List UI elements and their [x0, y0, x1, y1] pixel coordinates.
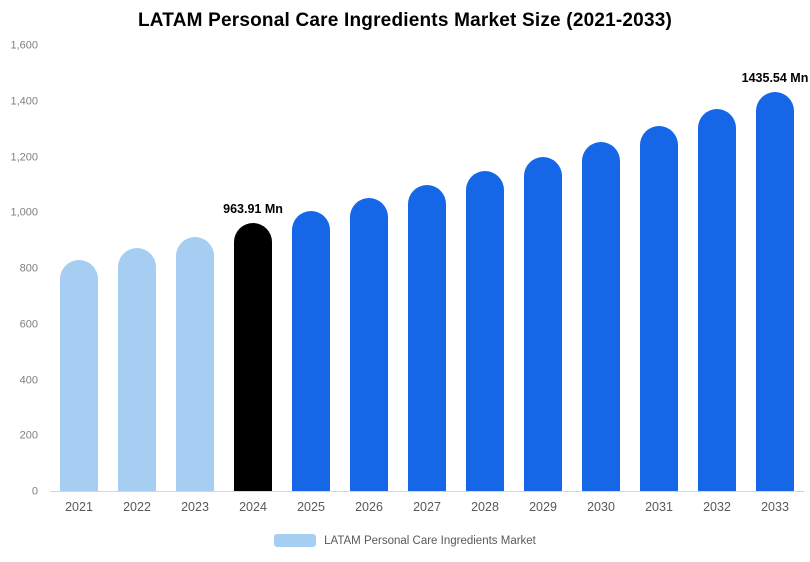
bar-value-label: 963.91 Mn — [223, 201, 283, 216]
bar-slot — [398, 46, 456, 491]
y-tick-label: 200 — [19, 429, 38, 442]
bar-slot — [166, 46, 224, 491]
bar-2025 — [292, 210, 330, 491]
bar-slot — [340, 46, 398, 491]
y-tick-label: 1,000 — [10, 206, 38, 219]
y-tick-label: 600 — [19, 318, 38, 331]
bar-2024: 963.91 Mn — [223, 202, 283, 491]
legend: LATAM Personal Care Ingredients Market — [0, 534, 810, 547]
bar-slot: 963.91 Mn — [223, 46, 283, 491]
bar-2027 — [408, 185, 446, 491]
bar-2032 — [698, 109, 736, 491]
y-axis: 0 200 400 600 800 1,000 1,200 1,400 1,600 — [0, 40, 42, 497]
bar-2026 — [350, 198, 388, 491]
bar-2030 — [582, 141, 620, 491]
x-tick-label: 2029 — [529, 500, 557, 514]
bar-slot — [50, 46, 108, 491]
plot-area: 963.91 Mn 1435.54 Mn — [50, 46, 808, 492]
x-tick-label: 2032 — [703, 500, 731, 514]
bar-2021 — [60, 260, 98, 491]
x-tick-label: 2030 — [587, 500, 615, 514]
bar-slot — [108, 46, 166, 491]
bar-slot — [456, 46, 514, 491]
x-tick-label: 2023 — [181, 500, 209, 514]
bar-slot — [630, 46, 688, 491]
bar-slot — [514, 46, 572, 491]
bar-slot — [282, 46, 340, 491]
x-tick-label: 2027 — [413, 500, 441, 514]
x-tick-label: 2021 — [65, 500, 93, 514]
bar-slot — [572, 46, 630, 491]
chart-title: LATAM Personal Care Ingredients Market S… — [137, 10, 673, 31]
legend-swatch — [274, 534, 317, 547]
bar-2029 — [524, 156, 562, 491]
x-tick-label: 2026 — [355, 500, 383, 514]
legend-label: LATAM Personal Care Ingredients Market — [324, 534, 536, 547]
y-tick-label: 1,400 — [10, 95, 38, 108]
y-tick-label: 1,200 — [10, 151, 38, 163]
bar-value-label: 1435.54 Mn — [741, 70, 809, 85]
bar-2031 — [640, 125, 678, 491]
x-axis: 2021 2022 2023 2024 2025 2026 2027 2028 2029 2030… — [50, 500, 804, 518]
x-tick-label: 2031 — [645, 500, 673, 514]
bar-2033: 1435.54 Mn — [742, 71, 808, 491]
y-tick-label: 800 — [19, 262, 38, 275]
x-tick-label: 2024 — [239, 500, 267, 514]
bar-2028 — [466, 171, 504, 491]
x-tick-label: 2022 — [123, 500, 151, 514]
y-tick-label: 0 — [31, 485, 38, 498]
bar-2023 — [176, 236, 214, 491]
bar-slot — [688, 46, 746, 491]
y-tick-label: 400 — [19, 374, 38, 386]
bar-2022 — [118, 248, 156, 491]
bar-slot: 1435.54 Mn — [742, 46, 808, 491]
y-tick-label: 1,600 — [10, 39, 38, 52]
x-tick-label: 2033 — [761, 500, 789, 514]
x-tick-label: 2025 — [297, 500, 325, 514]
x-tick-label: 2028 — [471, 500, 499, 514]
